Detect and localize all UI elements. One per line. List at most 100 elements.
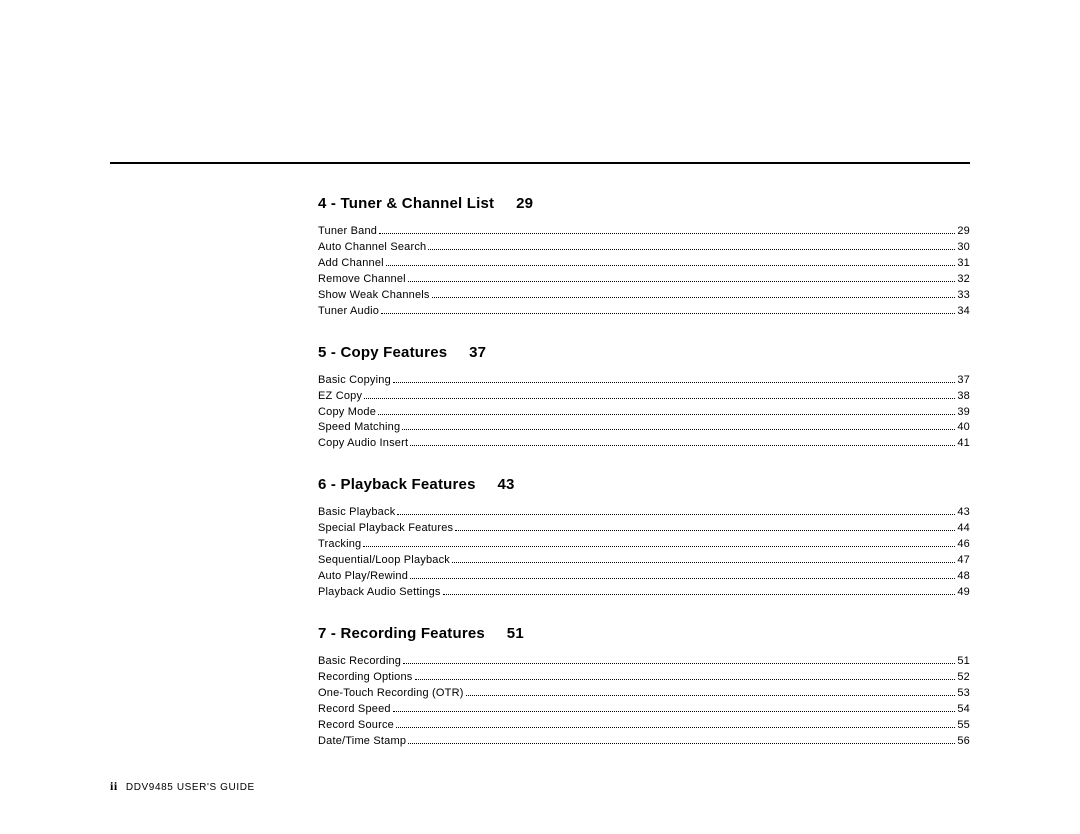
toc-label: One-Touch Recording (OTR) <box>318 686 464 702</box>
toc-dots <box>397 508 955 516</box>
toc-label: Basic Copying <box>318 373 391 389</box>
section-entries: Tuner Band 29 Auto Channel Search 30 Add C… <box>318 224 970 320</box>
toc-dots <box>379 226 955 234</box>
toc-row: Basic Copying 37 <box>318 373 970 389</box>
toc-page: 56 <box>957 734 970 750</box>
toc-page: 43 <box>957 505 970 521</box>
toc-dots <box>415 672 956 680</box>
toc-page: 52 <box>957 670 970 686</box>
toc-row: Copy Audio Insert 41 <box>318 436 970 452</box>
section-heading: 5 - Copy Features 37 <box>318 344 970 361</box>
toc-section: 7 - Recording Features 51 Basic Recordin… <box>318 625 970 750</box>
toc-page: 32 <box>957 272 970 288</box>
toc-label: Record Source <box>318 718 394 734</box>
toc-row: Recording Options 52 <box>318 670 970 686</box>
toc-page: 29 <box>957 224 970 240</box>
toc-dots <box>364 391 955 399</box>
section-heading: 6 - Playback Features 43 <box>318 476 970 493</box>
toc-page: 37 <box>957 373 970 389</box>
toc-page: 49 <box>957 585 970 601</box>
toc-page: 34 <box>957 304 970 320</box>
toc-row: Sequential/Loop Playback 47 <box>318 553 970 569</box>
toc-page: 44 <box>957 521 970 537</box>
toc-page: 38 <box>957 389 970 405</box>
toc-row: Auto Play/Rewind 48 <box>318 569 970 585</box>
top-rule <box>110 162 970 164</box>
toc-page: 53 <box>957 686 970 702</box>
toc-row: Basic Recording 51 <box>318 654 970 670</box>
section-entries: Basic Playback 43 Special Playback Featur… <box>318 505 970 601</box>
toc-row: Copy Mode39 <box>318 405 970 421</box>
toc-page: 31 <box>957 256 970 272</box>
toc-label: Copy Audio Insert <box>318 436 408 452</box>
toc-row: Record Speed 54 <box>318 702 970 718</box>
toc-dots <box>402 423 955 431</box>
toc-page: 48 <box>957 569 970 585</box>
toc-section: 4 - Tuner & Channel List 29 Tuner Band29… <box>318 195 970 320</box>
toc-label: Playback Audio Settings <box>318 585 441 601</box>
toc-label: Tracking <box>318 537 361 553</box>
section-entries: Basic Recording 51 Recording Options 52 On… <box>318 654 970 750</box>
toc-label: Tuner Band <box>318 224 377 240</box>
toc-dots <box>393 704 956 712</box>
toc-page: 47 <box>957 553 970 569</box>
doc-title: DDV9485 USER'S GUIDE <box>126 782 255 793</box>
toc-label: Remove Channel <box>318 272 406 288</box>
toc-row: Playback Audio Settings 49 <box>318 585 970 601</box>
toc-label: Tuner Audio <box>318 304 379 320</box>
toc-dots <box>410 439 955 447</box>
toc-dots <box>466 688 956 696</box>
toc-row: Date/Time Stamp 56 <box>318 734 970 750</box>
toc-dots <box>408 274 956 282</box>
toc-dots <box>410 571 955 579</box>
toc-dots <box>363 540 955 548</box>
toc-row: Tuner Audio 34 <box>318 304 970 320</box>
toc-row: EZ Copy 38 <box>318 389 970 405</box>
toc-label: Date/Time Stamp <box>318 734 406 750</box>
toc-page: 46 <box>957 537 970 553</box>
toc-page: 39 <box>957 405 970 421</box>
toc-row: Basic Playback 43 <box>318 505 970 521</box>
toc-row: Remove Channel 32 <box>318 272 970 288</box>
toc-dots <box>443 587 956 595</box>
toc-row: Record Source 55 <box>318 718 970 734</box>
toc-row: Tuner Band 29 <box>318 224 970 240</box>
toc-label: Basic Recording <box>318 654 401 670</box>
toc-dots <box>393 375 955 383</box>
toc-page: 41 <box>957 436 970 452</box>
section-heading: 7 - Recording Features 51 <box>318 625 970 642</box>
toc-section: 6 - Playback Features 43 Basic Playback 4… <box>318 476 970 601</box>
toc-row: One-Touch Recording (OTR) 53 <box>318 686 970 702</box>
toc-row: Auto Channel Search 30 <box>318 240 970 256</box>
toc-label: Basic Playback <box>318 505 395 521</box>
toc-section: 5 - Copy Features 37 Basic Copying 37 EZ … <box>318 344 970 453</box>
toc-label: Auto Play/Rewind <box>318 569 408 585</box>
toc-label: Sequential/Loop Playback <box>318 553 450 569</box>
section-entries: Basic Copying 37 EZ Copy 38 Copy Mode39 Sp… <box>318 373 970 453</box>
toc-dots <box>381 306 955 314</box>
toc-row: Tracking 46 <box>318 537 970 553</box>
toc-page: 55 <box>957 718 970 734</box>
toc-page: 54 <box>957 702 970 718</box>
toc-dots <box>428 242 955 250</box>
toc-row: Speed Matching40 <box>318 420 970 436</box>
toc-dots <box>432 290 956 298</box>
toc-row: Special Playback Features44 <box>318 521 970 537</box>
toc-label: EZ Copy <box>318 389 362 405</box>
toc-label: Add Channel <box>318 256 384 272</box>
toc-dots <box>452 556 955 564</box>
toc-row: Add Channel 31 <box>318 256 970 272</box>
toc-label: Recording Options <box>318 670 413 686</box>
toc-label: Auto Channel Search <box>318 240 426 256</box>
toc-page: 51 <box>957 654 970 670</box>
toc-dots <box>455 524 955 532</box>
toc-page: 40 <box>957 420 970 436</box>
toc-label: Record Speed <box>318 702 391 718</box>
toc-dots <box>378 407 955 415</box>
toc-content: 4 - Tuner & Channel List 29 Tuner Band29… <box>318 195 970 774</box>
toc-label: Show Weak Channels <box>318 288 430 304</box>
toc-dots <box>408 736 955 744</box>
page-footer: iiDDV9485 USER'S GUIDE <box>110 779 255 794</box>
toc-row: Show Weak Channels33 <box>318 288 970 304</box>
toc-page: 30 <box>957 240 970 256</box>
